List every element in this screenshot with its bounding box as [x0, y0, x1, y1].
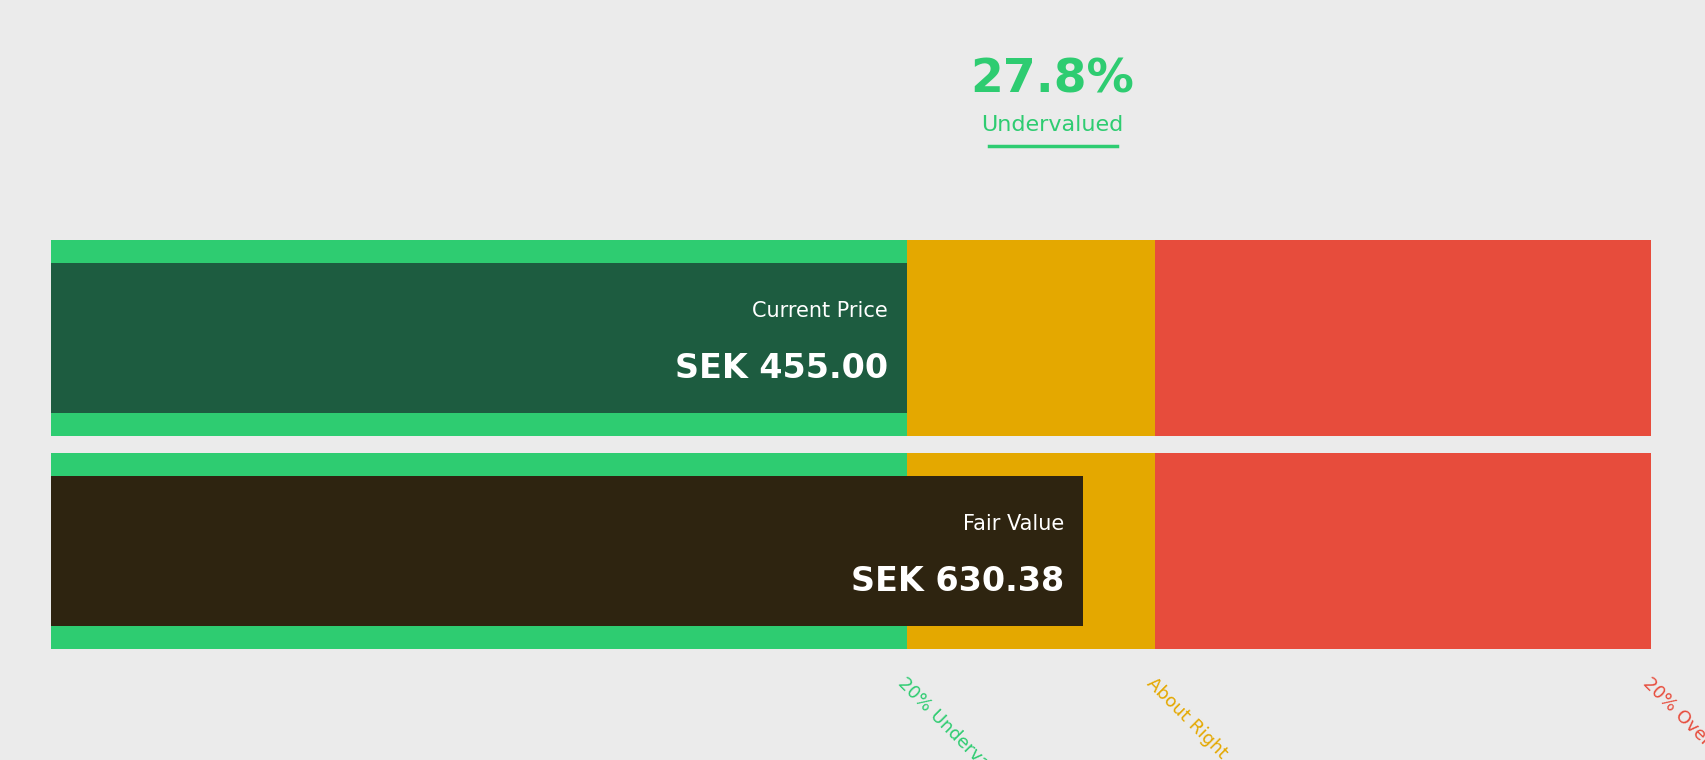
- Bar: [907, 453, 1154, 649]
- Text: SEK 455.00: SEK 455.00: [675, 352, 888, 385]
- Text: Undervalued: Undervalued: [980, 115, 1124, 135]
- Bar: [51, 263, 907, 413]
- Text: 20% Undervalued: 20% Undervalued: [893, 675, 1021, 760]
- Bar: [1154, 453, 1650, 649]
- Text: About Right: About Right: [1142, 675, 1229, 760]
- Bar: [51, 453, 907, 649]
- Bar: [51, 239, 907, 436]
- Text: Current Price: Current Price: [752, 301, 888, 321]
- Text: 20% Overvalued: 20% Overvalued: [1639, 675, 1705, 760]
- Bar: [1154, 239, 1650, 436]
- Text: 27.8%: 27.8%: [970, 57, 1134, 103]
- Text: Fair Value: Fair Value: [962, 514, 1064, 534]
- Bar: [907, 239, 1154, 436]
- Text: SEK 630.38: SEK 630.38: [851, 565, 1064, 598]
- Bar: [51, 476, 1083, 626]
